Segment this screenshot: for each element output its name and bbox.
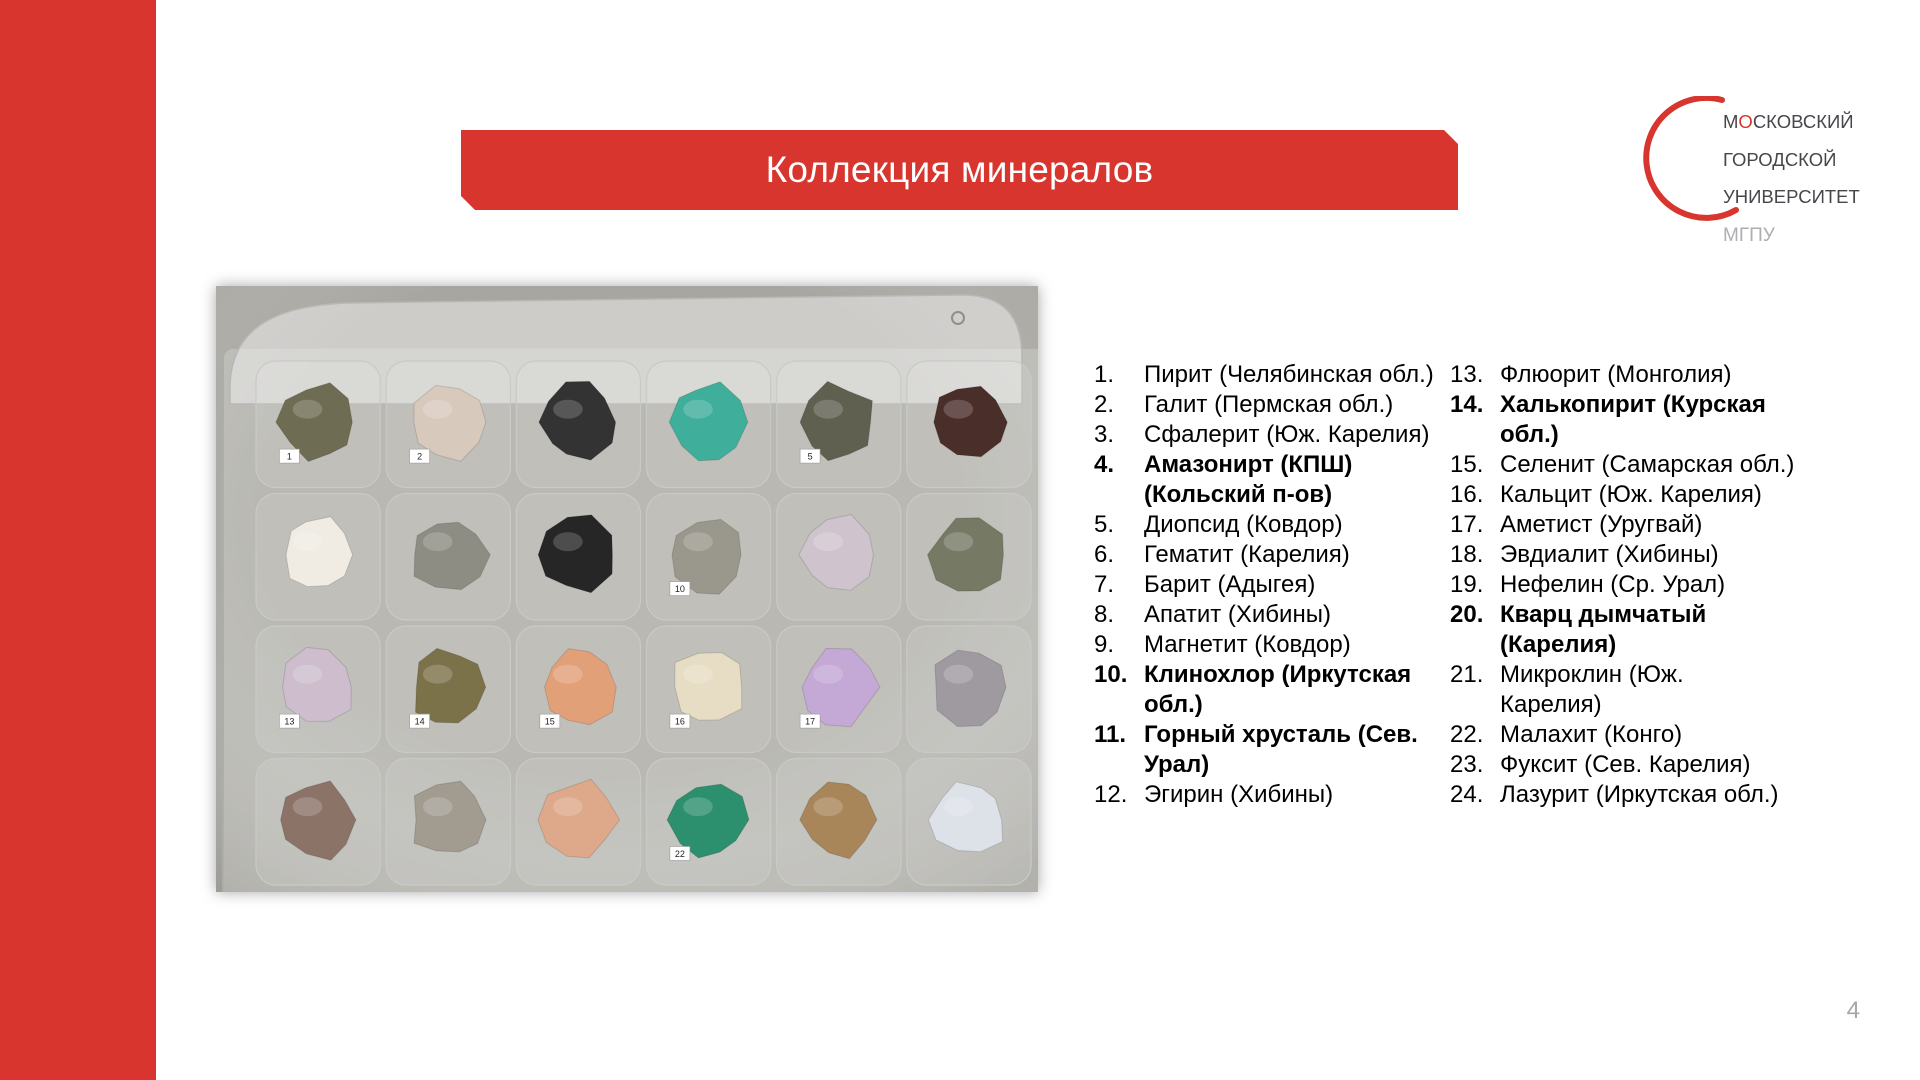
svg-text:1: 1 <box>287 452 292 462</box>
svg-text:2: 2 <box>417 452 422 462</box>
svg-text:13: 13 <box>284 717 294 727</box>
svg-text:16: 16 <box>675 717 685 727</box>
svg-text:14: 14 <box>415 717 425 727</box>
svg-text:10: 10 <box>675 584 685 594</box>
svg-text:17: 17 <box>805 717 815 727</box>
svg-text:15: 15 <box>545 717 555 727</box>
svg-text:5: 5 <box>808 452 813 462</box>
svg-text:22: 22 <box>675 849 685 859</box>
